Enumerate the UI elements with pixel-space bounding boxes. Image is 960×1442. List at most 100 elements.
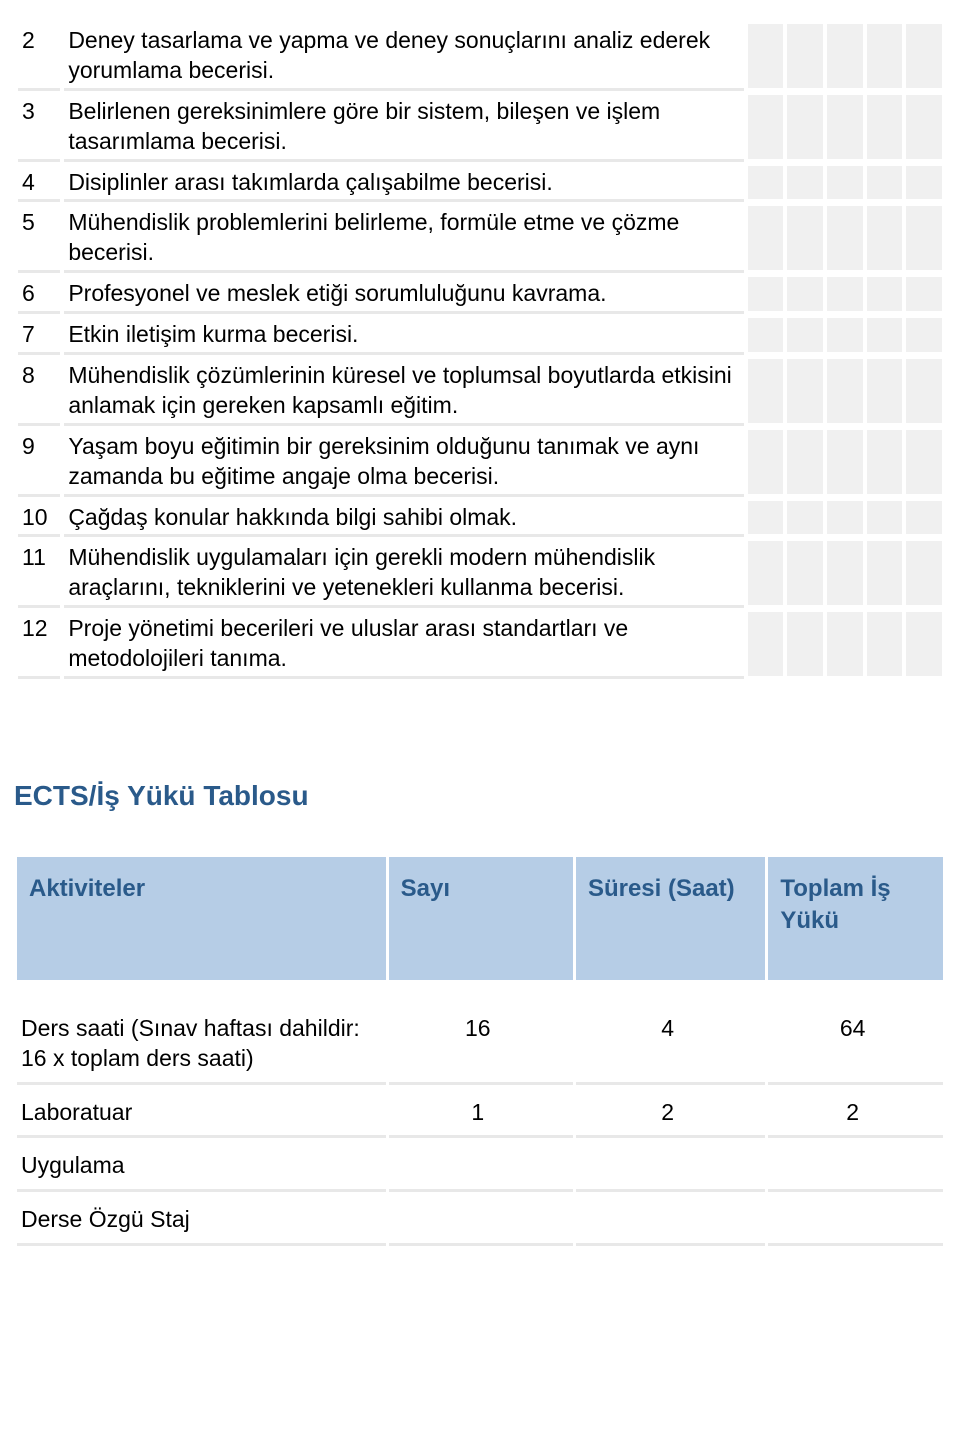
outcome-number: 6 — [18, 277, 60, 314]
rating-cell[interactable] — [867, 95, 903, 162]
rating-cell[interactable] — [827, 95, 863, 162]
rating-cell[interactable] — [787, 166, 823, 203]
rating-cell[interactable] — [748, 430, 784, 497]
rating-cell[interactable] — [867, 430, 903, 497]
table-row: 7Etkin iletişim kurma becerisi. — [18, 318, 942, 355]
table-row: 3Belirlenen gereksinimlere göre bir sist… — [18, 95, 942, 162]
ects-activity: Uygulama — [17, 1141, 386, 1192]
table-row: Derse Özgü Staj — [17, 1195, 943, 1246]
outcome-text: Mühendislik problemlerini belirleme, for… — [64, 206, 743, 273]
rating-cell[interactable] — [748, 612, 784, 679]
rating-cell[interactable] — [827, 359, 863, 426]
outcome-number: 7 — [18, 318, 60, 355]
rating-cell[interactable] — [748, 501, 784, 538]
rating-cell[interactable] — [906, 612, 942, 679]
rating-cell[interactable] — [867, 501, 903, 538]
outcome-text: Disiplinler arası takımlarda çalışabilme… — [64, 166, 743, 203]
ects-col-count: Sayı — [389, 857, 573, 979]
rating-cell[interactable] — [787, 95, 823, 162]
table-row: 12Proje yönetimi becerileri ve uluslar a… — [18, 612, 942, 679]
ects-d — [576, 1141, 765, 1192]
rating-cell[interactable] — [748, 166, 784, 203]
rating-cell[interactable] — [906, 501, 942, 538]
rating-cell[interactable] — [867, 24, 903, 91]
rating-cell[interactable] — [827, 430, 863, 497]
outcome-text: Deney tasarlama ve yapma ve deney sonuçl… — [64, 24, 743, 91]
ects-activity: Ders saati (Sınav haftası dahildir: 16 x… — [17, 1004, 386, 1085]
table-row: 10Çağdaş konular hakkında bilgi sahibi o… — [18, 501, 942, 538]
outcome-text: Mühendislik çözümlerinin küresel ve topl… — [64, 359, 743, 426]
rating-cell[interactable] — [906, 277, 942, 314]
rating-cell[interactable] — [827, 318, 863, 355]
table-row: 11Mühendislik uygulamaları için gerekli … — [18, 541, 942, 608]
outcomes-table: 2Deney tasarlama ve yapma ve deney sonuç… — [14, 20, 946, 683]
rating-cell[interactable] — [748, 24, 784, 91]
rating-cell[interactable] — [748, 277, 784, 314]
ects-d: 4 — [576, 1004, 765, 1085]
rating-cell[interactable] — [748, 318, 784, 355]
table-row: 4Disiplinler arası takımlarda çalışabilm… — [18, 166, 942, 203]
rating-cell[interactable] — [867, 541, 903, 608]
ects-c — [389, 1141, 573, 1192]
rating-cell[interactable] — [787, 318, 823, 355]
table-row: 5Mühendislik problemlerini belirleme, fo… — [18, 206, 942, 273]
ects-d: 2 — [576, 1088, 765, 1139]
rating-cell[interactable] — [748, 359, 784, 426]
rating-cell[interactable] — [827, 277, 863, 314]
rating-cell[interactable] — [906, 24, 942, 91]
outcome-number: 9 — [18, 430, 60, 497]
rating-cell[interactable] — [867, 206, 903, 273]
outcome-text: Mühendislik uygulamaları için gerekli mo… — [64, 541, 743, 608]
rating-cell[interactable] — [906, 318, 942, 355]
rating-cell[interactable] — [827, 24, 863, 91]
rating-cell[interactable] — [748, 206, 784, 273]
rating-cell[interactable] — [787, 541, 823, 608]
ects-d — [576, 1195, 765, 1246]
outcome-number: 8 — [18, 359, 60, 426]
rating-cell[interactable] — [827, 501, 863, 538]
outcome-number: 5 — [18, 206, 60, 273]
rating-cell[interactable] — [787, 359, 823, 426]
rating-cell[interactable] — [906, 95, 942, 162]
rating-cell[interactable] — [827, 541, 863, 608]
table-row: 9Yaşam boyu eğitimin bir gereksinim oldu… — [18, 430, 942, 497]
rating-cell[interactable] — [787, 277, 823, 314]
rating-cell[interactable] — [787, 430, 823, 497]
ects-table: Aktiviteler Sayı Süresi (Saat) Toplam İş… — [14, 854, 946, 1249]
outcome-number: 11 — [18, 541, 60, 608]
outcome-number: 3 — [18, 95, 60, 162]
rating-cell[interactable] — [867, 612, 903, 679]
rating-cell[interactable] — [787, 501, 823, 538]
outcome-number: 4 — [18, 166, 60, 203]
ects-body: Ders saati (Sınav haftası dahildir: 16 x… — [17, 983, 943, 1246]
rating-cell[interactable] — [906, 206, 942, 273]
ects-c: 1 — [389, 1088, 573, 1139]
rating-cell[interactable] — [867, 318, 903, 355]
rating-cell[interactable] — [827, 612, 863, 679]
ects-c — [389, 1195, 573, 1246]
rating-cell[interactable] — [748, 95, 784, 162]
rating-cell[interactable] — [827, 206, 863, 273]
ects-t — [768, 1195, 943, 1246]
outcome-number: 2 — [18, 24, 60, 91]
rating-cell[interactable] — [906, 166, 942, 203]
outcome-number: 10 — [18, 501, 60, 538]
rating-cell[interactable] — [867, 277, 903, 314]
rating-cell[interactable] — [787, 24, 823, 91]
rating-cell[interactable] — [867, 359, 903, 426]
rating-cell[interactable] — [787, 206, 823, 273]
rating-cell[interactable] — [787, 612, 823, 679]
table-row: 6Profesyonel ve meslek etiği sorumluluğu… — [18, 277, 942, 314]
rating-cell[interactable] — [906, 541, 942, 608]
rating-cell[interactable] — [827, 166, 863, 203]
rating-cell[interactable] — [906, 430, 942, 497]
table-row: Uygulama — [17, 1141, 943, 1192]
rating-cell[interactable] — [906, 359, 942, 426]
table-row: Laboratuar122 — [17, 1088, 943, 1139]
outcome-text: Yaşam boyu eğitimin bir gereksinim olduğ… — [64, 430, 743, 497]
rating-cell[interactable] — [748, 541, 784, 608]
outcome-text: Profesyonel ve meslek etiği sorumluluğun… — [64, 277, 743, 314]
ects-col-total: Toplam İş Yükü — [768, 857, 943, 979]
table-row: 2Deney tasarlama ve yapma ve deney sonuç… — [18, 24, 942, 91]
rating-cell[interactable] — [867, 166, 903, 203]
